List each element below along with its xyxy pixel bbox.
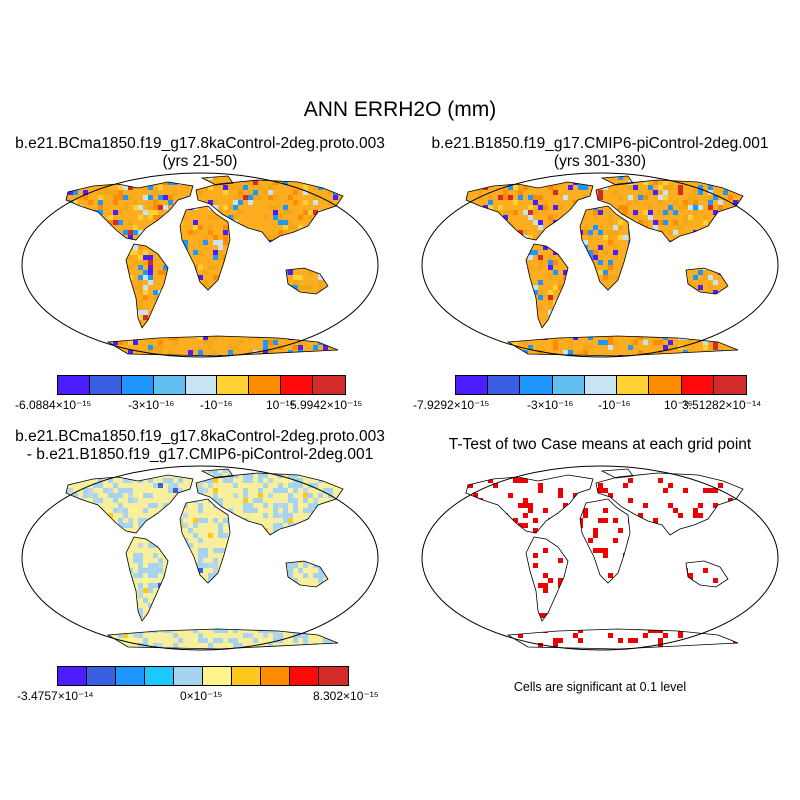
- panel-title-ttest-line1: T-Test of two Case means at each grid po…: [448, 436, 752, 453]
- panel-title-case2: b.e21.B1850.f19_g17.CMIP6-piControl-2deg…: [400, 135, 800, 171]
- colorbar-case2-label: -7.9292×10⁻¹⁵: [413, 398, 490, 412]
- colorbar-swatch: [584, 376, 618, 394]
- colorbar-case1-label: -10⁻¹⁶: [200, 398, 233, 412]
- coastline: [195, 179, 344, 243]
- land-cells: [66, 469, 343, 649]
- colorbar-swatch: [58, 376, 90, 394]
- colorbar-swatch: [319, 667, 348, 685]
- colorbar-swatch: [89, 376, 122, 394]
- map-case2: [421, 172, 779, 358]
- colorbar-swatch: [174, 667, 203, 685]
- colorbar-case2-label: -3×10⁻¹⁶: [527, 398, 574, 412]
- coastline: [125, 536, 169, 622]
- coastline: [465, 181, 594, 241]
- colorbar-case2-label: -10⁻¹⁶: [598, 398, 631, 412]
- colorbar-swatch: [58, 667, 87, 685]
- colorbar-case2-label: 3.51282×10⁻¹⁴: [682, 398, 762, 412]
- colorbar-swatch: [145, 667, 174, 685]
- colorbar-swatch: [232, 667, 261, 685]
- coastline: [465, 474, 594, 534]
- panel-title-ttest: T-Test of two Case means at each grid po…: [400, 436, 800, 454]
- map-border: [21, 465, 379, 651]
- colorbar-swatch: [203, 667, 232, 685]
- coastline: [600, 175, 634, 186]
- coastline: [595, 472, 744, 536]
- colorbar-swatch: [290, 667, 319, 685]
- coastline: [195, 472, 344, 536]
- map-difference: [21, 465, 379, 651]
- panel-title-case1-line2: (yrs 21-50): [162, 153, 238, 170]
- colorbar-swatch: [681, 376, 714, 394]
- colorbar-swatch: [520, 376, 553, 394]
- coastline: [579, 205, 631, 291]
- panel-title-case2-line2: (yrs 301-330): [553, 153, 647, 170]
- panel-title-difference: b.e21.BCma1850.f19_g17.8kaControl-2deg.p…: [0, 428, 400, 464]
- coastline: [200, 175, 234, 186]
- significance-note: Cells are significant at 0.1 level: [513, 680, 687, 694]
- colorbar-difference-label: 8.302×10⁻¹⁵: [313, 689, 379, 703]
- coastline: [200, 468, 234, 479]
- coastline: [525, 536, 569, 622]
- colorbar-difference: [57, 666, 349, 686]
- panel-title-difference-line1: b.e21.BCma1850.f19_g17.8kaControl-2deg.p…: [15, 428, 385, 445]
- coastline: [579, 498, 631, 584]
- colorbar-swatch: [116, 667, 145, 685]
- colorbar-swatch: [87, 667, 116, 685]
- panel-title-case2-line1: b.e21.B1850.f19_g17.CMIP6-piControl-2deg…: [431, 135, 769, 152]
- colorbar-case1-label: 10⁻¹⁶: [266, 398, 295, 412]
- map-case1: [21, 172, 379, 358]
- land-cells: [466, 469, 743, 649]
- panel-title-case1: b.e21.BCma1850.f19_g17.8kaControl-2deg.p…: [0, 135, 400, 171]
- colorbar-swatch: [713, 376, 746, 394]
- coastline: [595, 179, 744, 243]
- colorbar-case1-label: -6.0884×10⁻¹⁵: [15, 398, 92, 412]
- coastline: [65, 474, 194, 534]
- colorbar-case1: [57, 375, 346, 395]
- panel-title-case1-line1: b.e21.BCma1850.f19_g17.8kaControl-2deg.p…: [15, 135, 385, 152]
- colorbar-swatch: [249, 376, 282, 394]
- land-cells: [66, 176, 343, 356]
- colorbar-swatch: [281, 376, 313, 394]
- colorbar-swatch: [456, 376, 489, 394]
- colorbar-swatch: [649, 376, 682, 394]
- coastline: [65, 181, 194, 241]
- map-border: [421, 172, 779, 358]
- coastline: [179, 498, 231, 584]
- map-ttest: [421, 465, 779, 651]
- map-border: [21, 172, 379, 358]
- land-cells: [466, 176, 743, 356]
- map-border: [421, 465, 779, 651]
- coastline: [685, 267, 729, 295]
- colorbar-case2-label: 10⁻¹⁶: [664, 398, 693, 412]
- colorbar-case2: [455, 375, 747, 395]
- colorbar-difference-label: -3.4757×10⁻¹⁴: [17, 689, 94, 703]
- coastline: [600, 468, 634, 479]
- colorbar-case1-label: -3×10⁻¹⁶: [128, 398, 175, 412]
- colorbar-swatch: [217, 376, 250, 394]
- colorbar-swatch: [313, 376, 345, 394]
- colorbar-swatch: [261, 667, 290, 685]
- panel-title-difference-line2: - b.e21.B1850.f19_g17.CMIP6-piControl-2d…: [26, 446, 374, 463]
- coastline: [179, 205, 231, 291]
- coastline: [525, 243, 569, 329]
- coastline: [285, 560, 329, 588]
- coastline: [685, 560, 729, 588]
- coastline: [125, 243, 169, 329]
- colorbar-swatch: [121, 376, 154, 394]
- coastline: [285, 267, 329, 295]
- colorbar-swatch: [153, 376, 186, 394]
- colorbar-swatch: [552, 376, 585, 394]
- colorbar-swatch: [185, 376, 218, 394]
- colorbar-difference-label: 0×10⁻¹⁵: [180, 689, 223, 703]
- colorbar-swatch: [488, 376, 521, 394]
- colorbar-case1-label: 5.9942×10⁻¹⁵: [290, 398, 363, 412]
- figure-title: ANN ERRH2O (mm): [303, 98, 497, 121]
- colorbar-swatch: [617, 376, 650, 394]
